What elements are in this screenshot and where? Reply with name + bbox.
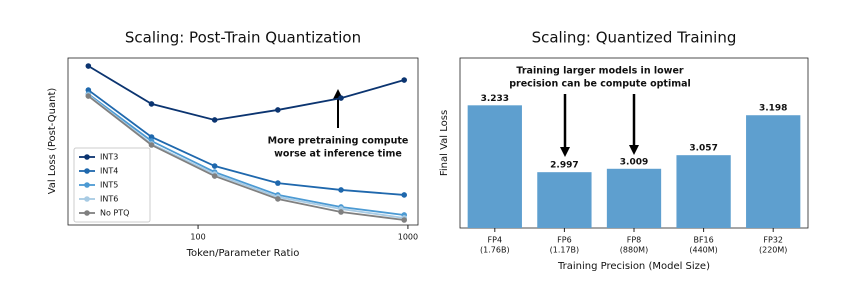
point	[338, 187, 344, 193]
bar	[606, 168, 662, 228]
bar	[467, 105, 522, 228]
annotation: Training larger models in lower	[516, 66, 683, 77]
x-tick-sublabel: (440M)	[689, 246, 717, 255]
point	[85, 93, 92, 99]
point	[275, 107, 281, 113]
y-axis-label: Final Val Loss	[439, 110, 450, 176]
x-tick-label: FP8	[627, 236, 642, 245]
x-tick-label: FP4	[488, 236, 503, 245]
point	[211, 173, 218, 179]
point	[401, 192, 407, 198]
series-line	[87, 93, 405, 216]
legend-label: INT4	[100, 167, 118, 176]
series-line	[87, 65, 405, 121]
point	[148, 134, 155, 140]
arrow-head	[629, 145, 639, 155]
x-tick-label: 1000	[398, 233, 418, 242]
annotation: precision can be compute optimal	[509, 79, 691, 90]
point	[275, 196, 281, 202]
x-axis-label: Training Precision (Model Size)	[557, 261, 710, 272]
value-label: 3.009	[620, 157, 648, 167]
point	[148, 142, 155, 148]
point	[211, 163, 218, 169]
legend-marker	[84, 196, 90, 202]
x-tick-sublabel: (1.76B)	[480, 246, 510, 255]
point	[338, 209, 344, 215]
legend-label: INT5	[100, 181, 118, 190]
x-tick-sublabel: (880M)	[620, 246, 648, 255]
value-label: 3.233	[481, 94, 509, 104]
bar	[676, 155, 731, 228]
chart-title: Scaling: Quantized Training	[532, 29, 737, 47]
point	[401, 217, 407, 223]
legend-marker	[84, 210, 90, 216]
legend-marker	[84, 154, 90, 160]
point	[211, 117, 218, 123]
value-label: 3.198	[759, 104, 787, 114]
point	[275, 180, 281, 186]
arrow-head	[560, 147, 570, 157]
value-label: 3.057	[689, 144, 717, 154]
x-tick-label: 100	[190, 233, 205, 242]
y-axis-label: Val Loss (Post-Quant)	[47, 88, 58, 195]
x-tick-label: FP6	[557, 236, 572, 245]
annotation: worse at inference time	[274, 149, 402, 160]
x-tick-label: FP32	[763, 236, 783, 245]
bar	[746, 115, 801, 228]
legend-label: INT3	[100, 153, 118, 162]
point	[85, 87, 92, 93]
bar	[537, 172, 592, 228]
x-axis-label: Token/Parameter Ratio	[186, 248, 300, 259]
legend-marker	[84, 182, 90, 188]
series-line	[87, 95, 405, 221]
plot-frame	[67, 57, 419, 226]
point	[401, 77, 407, 83]
legend-marker	[84, 168, 90, 174]
annotation: More pretraining compute	[268, 136, 409, 147]
legend-label: No PTQ	[100, 209, 129, 218]
point	[85, 63, 92, 69]
point	[338, 95, 344, 101]
legend-box	[73, 147, 151, 223]
series-line	[87, 89, 405, 196]
value-label: 2.997	[550, 161, 578, 171]
x-tick-sublabel: (220M)	[759, 246, 787, 255]
x-tick-sublabel: (1.17B)	[550, 246, 580, 255]
legend-label: INT6	[100, 195, 118, 204]
chart-title: Scaling: Post-Train Quantization	[125, 29, 361, 47]
point	[148, 101, 155, 107]
x-tick-label: BF16	[693, 236, 713, 245]
